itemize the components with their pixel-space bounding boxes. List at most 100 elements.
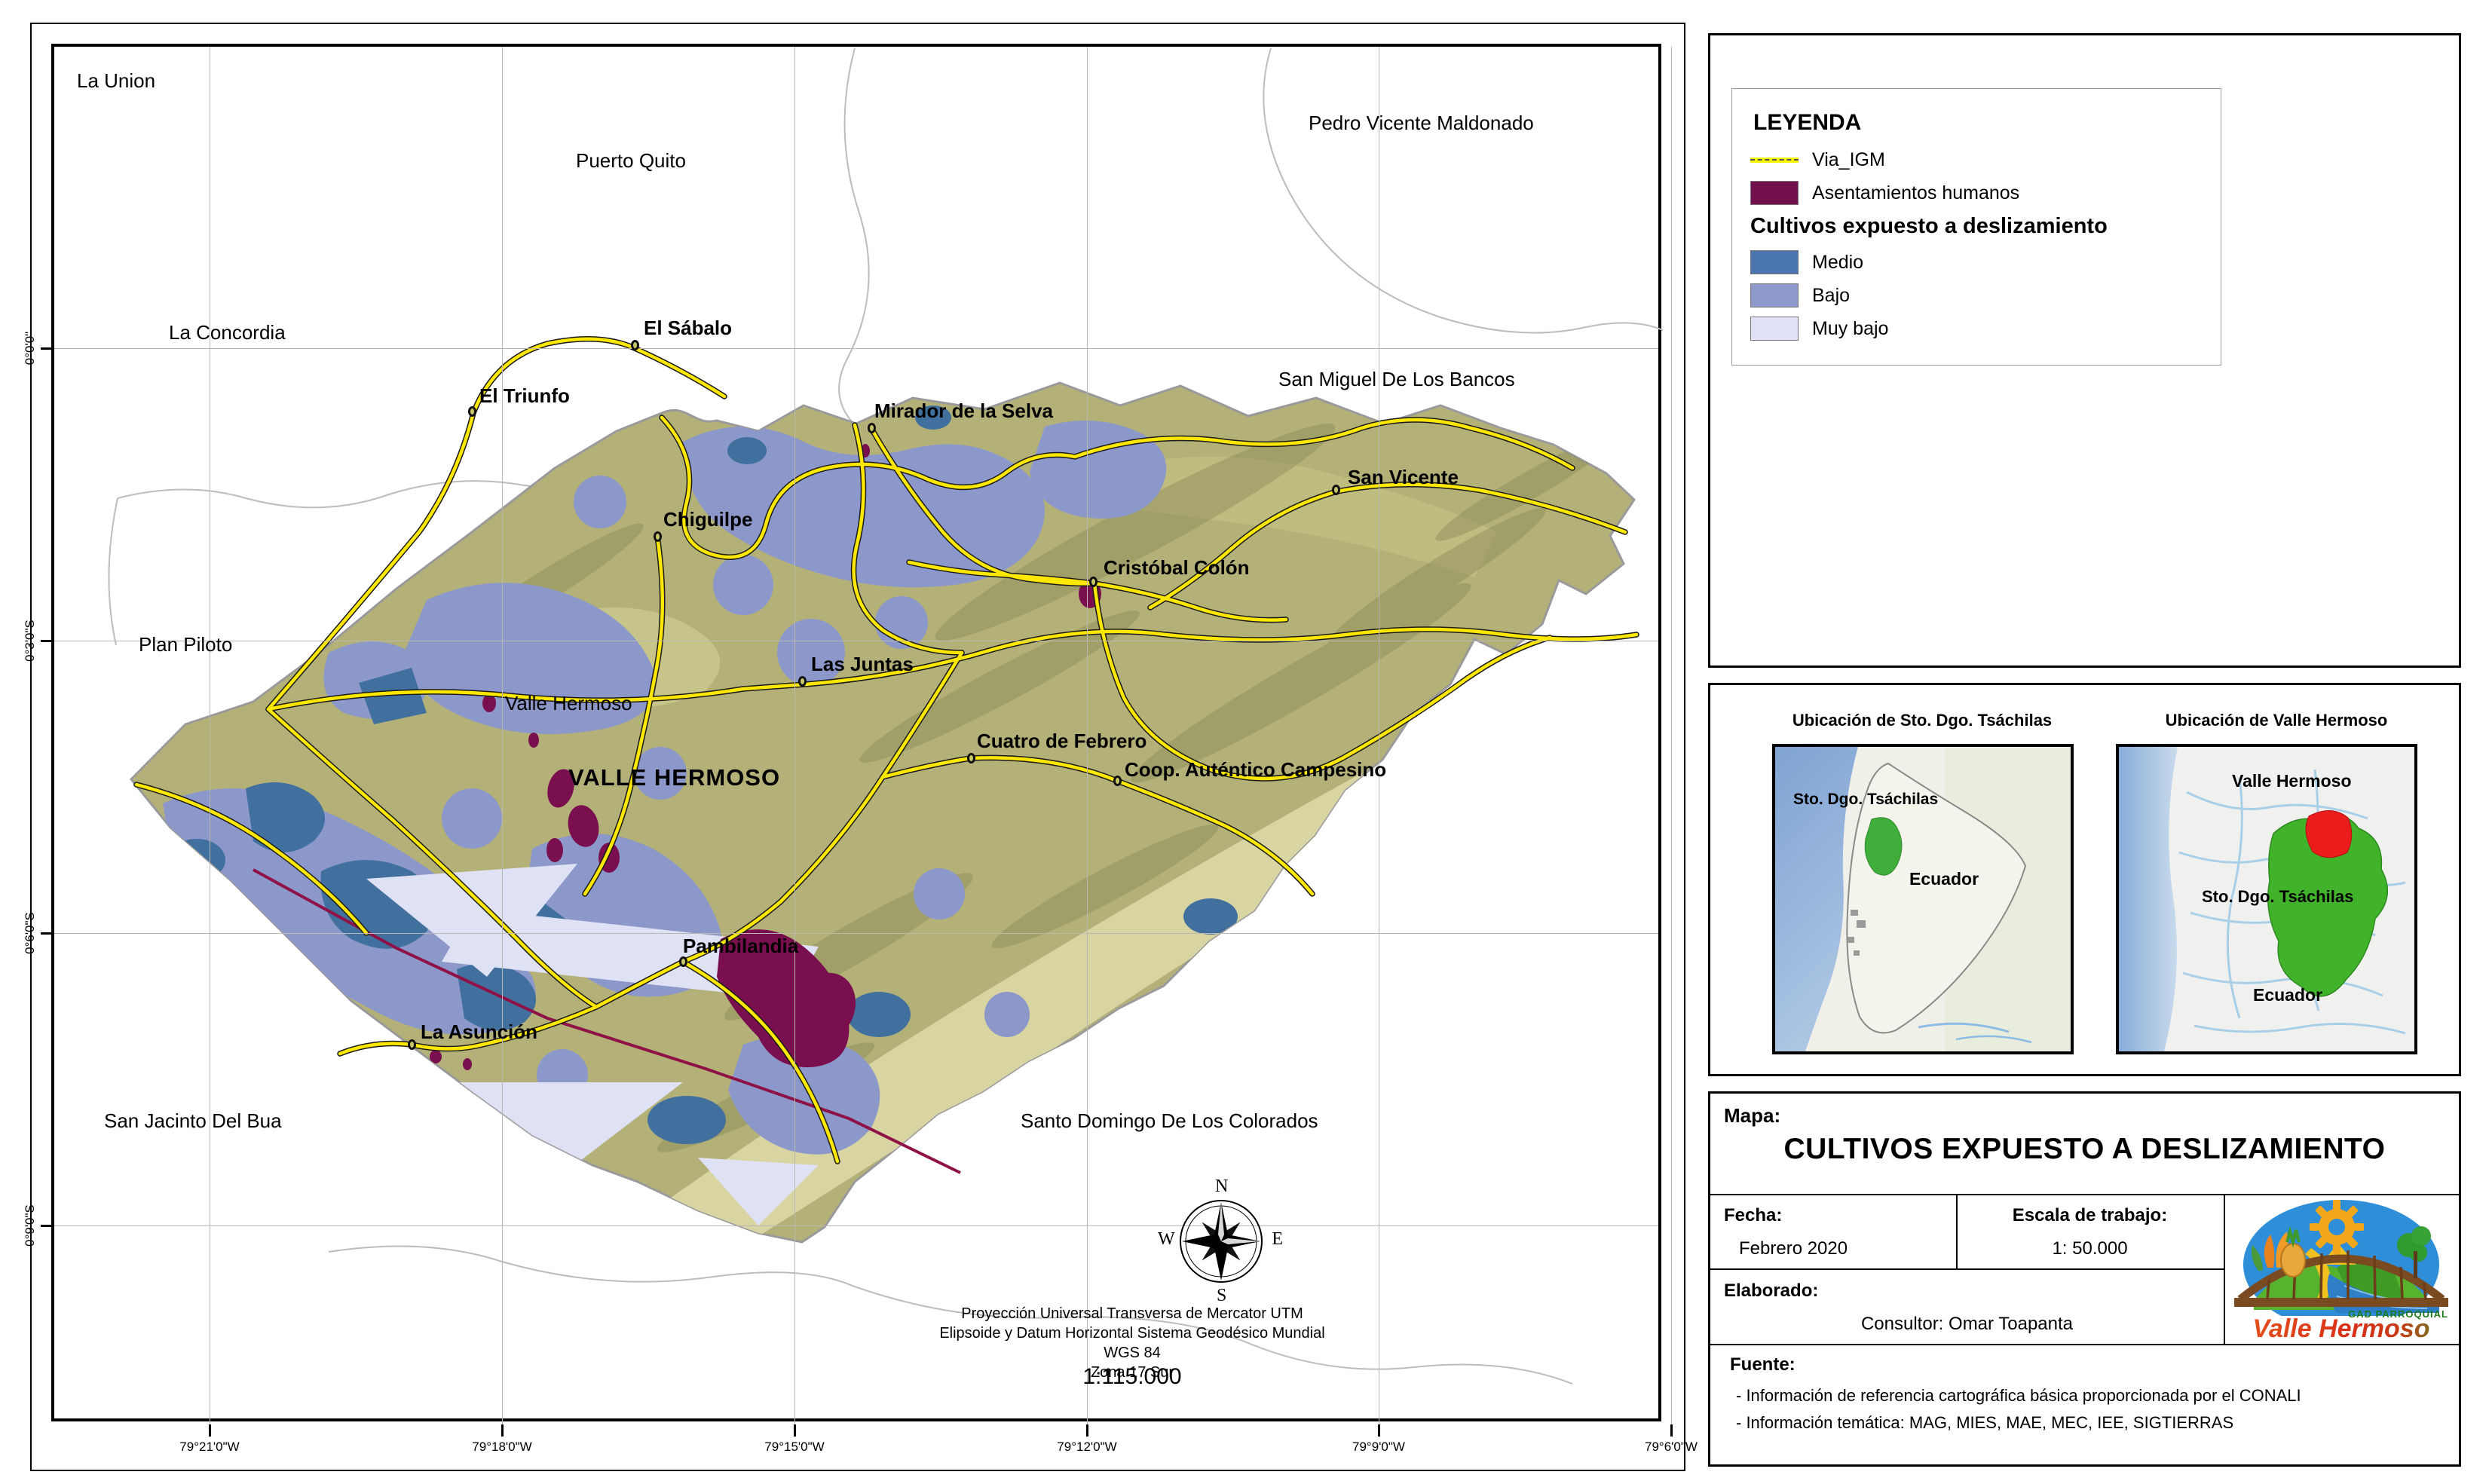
roads-via-igm — [133, 336, 1639, 1164]
gridline-horizontal — [54, 933, 1658, 934]
settlement-patches — [430, 444, 1101, 1070]
town-label: San Vicente — [1348, 466, 1459, 488]
projection-line: Proyección Universal Transversa de Merca… — [961, 1305, 1303, 1322]
town-label: Mirador de la Selva — [874, 399, 1053, 422]
inset-left-province-label: Sto. Dgo. Tsáchilas — [1793, 791, 1939, 808]
inset-map-province: Valle Hermoso Sto. Dgo. Tsáchilas Ecuado… — [2116, 744, 2417, 1054]
fuente-label: Fuente: — [1730, 1354, 1796, 1375]
tick-label-x: 79°18'0"W — [472, 1440, 532, 1454]
projection-info: Proyección Universal Transversa de Merca… — [921, 1304, 1343, 1382]
tick-label-x: 79°21'0"W — [179, 1440, 240, 1454]
legend-item: Medio — [1750, 249, 1863, 276]
neighbor-label: Puerto Quito — [576, 149, 686, 172]
logo-illustration-icon — [2234, 1200, 2448, 1329]
legend-item: Asentamientos humanos — [1750, 179, 2019, 207]
town-label: El Sábalo — [644, 317, 733, 339]
inset-map-ecuador: Sto. Dgo. Tsáchilas Ecuador — [1772, 744, 2074, 1054]
inset-right-country-label: Ecuador — [2253, 985, 2323, 1005]
parish-area-label: VALLE HERMOSO — [568, 764, 781, 791]
tick-mark-y — [41, 347, 53, 350]
town-marker-icon — [1113, 776, 1122, 786]
divider — [1956, 1194, 1958, 1268]
compass-star-icon — [1180, 1200, 1263, 1283]
divider — [2224, 1194, 2225, 1344]
inset-right-title: Ubicación de Valle Hermoso — [2165, 711, 2388, 730]
divider — [1710, 1268, 2224, 1270]
town-label: Pambilandia — [683, 935, 799, 957]
mapa-label: Mapa: — [1724, 1104, 1781, 1127]
compass-e: E — [1272, 1229, 1283, 1249]
elaborado-label: Elaborado: — [1724, 1281, 1819, 1301]
town-label: Chiguilpe — [663, 508, 753, 531]
legend-swatch — [1750, 250, 1799, 274]
town-marker-icon — [654, 531, 662, 542]
town-marker-icon — [631, 340, 639, 350]
divider — [1710, 1194, 2459, 1195]
map-title: CULTIVOS EXPUESTO A DESLIZAMIENTO — [1783, 1133, 2386, 1165]
escala-value: 1: 50.000 — [2052, 1238, 2128, 1259]
title-block: Mapa: CULTIVOS EXPUESTO A DESLIZAMIENTO … — [1708, 1091, 2461, 1467]
inset-left-title: Ubicación de Sto. Dgo. Tsáchilas — [1792, 711, 2053, 730]
legend-title: LEYENDA — [1753, 110, 1862, 135]
tick-label-x: 79°15'0"W — [764, 1440, 825, 1454]
tick-mark-x — [501, 1424, 504, 1437]
gad-valle-hermoso-logo: GAD PARROQUIAL Valle Hermoso — [2224, 1195, 2459, 1345]
fuente-line: - Información de referencia cartográfica… — [1736, 1386, 2301, 1405]
town-marker-icon — [967, 753, 975, 763]
gridline-horizontal — [54, 348, 1658, 349]
neighbor-label: Santo Domingo De Los Colorados — [1021, 1109, 1318, 1132]
legend-swatch — [1750, 317, 1799, 341]
town-marker-icon — [868, 423, 876, 433]
tick-label-x: 79°12'0"W — [1057, 1440, 1117, 1454]
logo-name: Valle Hermoso — [2224, 1314, 2459, 1344]
legend-item-label: Muy bajo — [1812, 317, 1889, 339]
tick-mark-x — [1378, 1424, 1380, 1437]
compass-n: N — [1215, 1176, 1229, 1196]
town-marker-icon — [1089, 577, 1098, 587]
tick-label-y: 0°9'0"S — [23, 1204, 37, 1247]
inset-right-parish-label: Valle Hermoso — [2232, 771, 2352, 791]
legend-item: Via_IGM — [1750, 146, 1885, 173]
elaborado-value: Consultor: Omar Toapanta — [1860, 1314, 2074, 1334]
tick-mark-y — [41, 1225, 53, 1227]
legend-item-label: Bajo — [1812, 284, 1851, 306]
tick-mark-x — [209, 1424, 211, 1437]
legend-swatch — [1750, 181, 1799, 205]
divider — [1710, 1344, 2459, 1345]
fecha-value: Febrero 2020 — [1739, 1238, 1848, 1259]
neighbor-label: San Miguel De Los Bancos — [1278, 368, 1515, 390]
tick-label-y: 0°3'0"S — [23, 620, 37, 662]
gridline-vertical — [1671, 47, 1672, 1424]
legend-section-header: Cultivos expuesto a deslizamiento — [1750, 213, 2108, 240]
map-neatline: 79°21'0"W 79°18'0"W 79°15'0"W 79°12'0"W 79°9… — [23, 44, 1698, 1454]
location-insets-panel: Ubicación de Sto. Dgo. Tsáchilas Ubicaci… — [1708, 683, 2461, 1076]
legend-item-label: Asentamientos humanos — [1812, 182, 2020, 203]
town-marker-icon — [468, 406, 476, 417]
compass-s: S — [1217, 1286, 1227, 1305]
legend-frame: LEYENDA Via_IGM Asentamientos humanos Cult… — [1731, 88, 2221, 366]
tick-label-x: 79°6'0"W — [1645, 1440, 1698, 1454]
projection-line: Zona 17 Sur — [1090, 1364, 1174, 1381]
projection-line: Elipsoide y Datum Horizontal Sistema Geo… — [939, 1325, 1325, 1361]
main-map-sheet: 79°21'0"W 79°18'0"W 79°15'0"W 79°12'0"W 79°9… — [23, 23, 1698, 1471]
town-label: El Triunfo — [479, 384, 570, 407]
town-label: La Asunción — [421, 1020, 538, 1043]
town-label: Las Juntas — [811, 653, 914, 675]
legend-item-label: Via_IGM — [1812, 148, 1885, 170]
map-artwork — [108, 47, 1664, 1385]
tick-mark-y — [41, 932, 53, 935]
gridline-vertical — [794, 47, 795, 1424]
legend-panel: LEYENDA Via_IGM Asentamientos humanos Cult… — [1708, 33, 2461, 668]
tick-label-y: 0°0'0" — [23, 331, 37, 366]
legend-item: Muy bajo — [1750, 315, 1888, 342]
inset-right-province-label: Sto. Dgo. Tsáchilas — [2202, 887, 2354, 906]
legend-line-swatch — [1750, 157, 1799, 163]
tick-label-y: 0°6'0"S — [23, 912, 37, 954]
logo-subtitle: GAD PARROQUIAL — [2348, 1308, 2448, 1320]
legend-item-label: Medio — [1812, 251, 1864, 273]
town-marker-icon — [679, 956, 687, 967]
tick-mark-y — [41, 640, 53, 642]
tick-mark-x — [1086, 1424, 1088, 1437]
neighbor-label: Valle Hermoso — [505, 692, 632, 714]
